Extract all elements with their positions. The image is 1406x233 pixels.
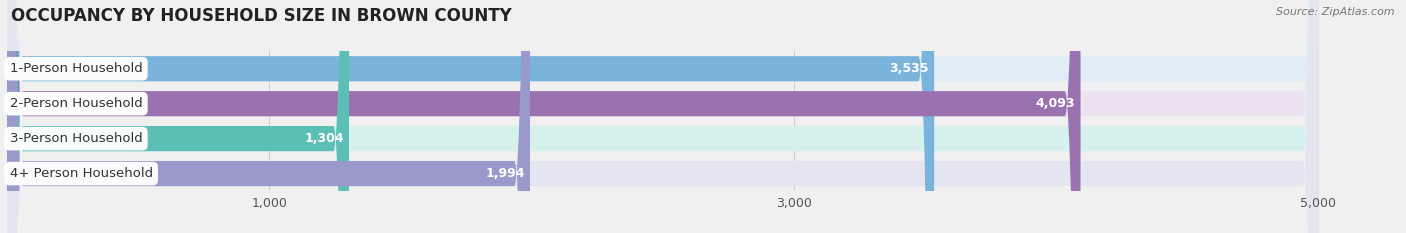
Text: 3,535: 3,535 <box>890 62 929 75</box>
FancyBboxPatch shape <box>7 0 349 233</box>
Text: Source: ZipAtlas.com: Source: ZipAtlas.com <box>1277 7 1395 17</box>
Text: 3-Person Household: 3-Person Household <box>10 132 142 145</box>
FancyBboxPatch shape <box>7 0 1081 233</box>
Text: 1,304: 1,304 <box>304 132 344 145</box>
FancyBboxPatch shape <box>7 0 1319 233</box>
Text: 4,093: 4,093 <box>1036 97 1076 110</box>
FancyBboxPatch shape <box>7 0 1319 233</box>
Text: 4+ Person Household: 4+ Person Household <box>10 167 153 180</box>
Text: OCCUPANCY BY HOUSEHOLD SIZE IN BROWN COUNTY: OCCUPANCY BY HOUSEHOLD SIZE IN BROWN COU… <box>11 7 512 25</box>
FancyBboxPatch shape <box>7 0 1319 233</box>
Text: 1-Person Household: 1-Person Household <box>10 62 142 75</box>
FancyBboxPatch shape <box>7 0 1319 233</box>
Text: 1,994: 1,994 <box>485 167 524 180</box>
FancyBboxPatch shape <box>7 0 934 233</box>
Text: 2-Person Household: 2-Person Household <box>10 97 142 110</box>
FancyBboxPatch shape <box>7 0 530 233</box>
